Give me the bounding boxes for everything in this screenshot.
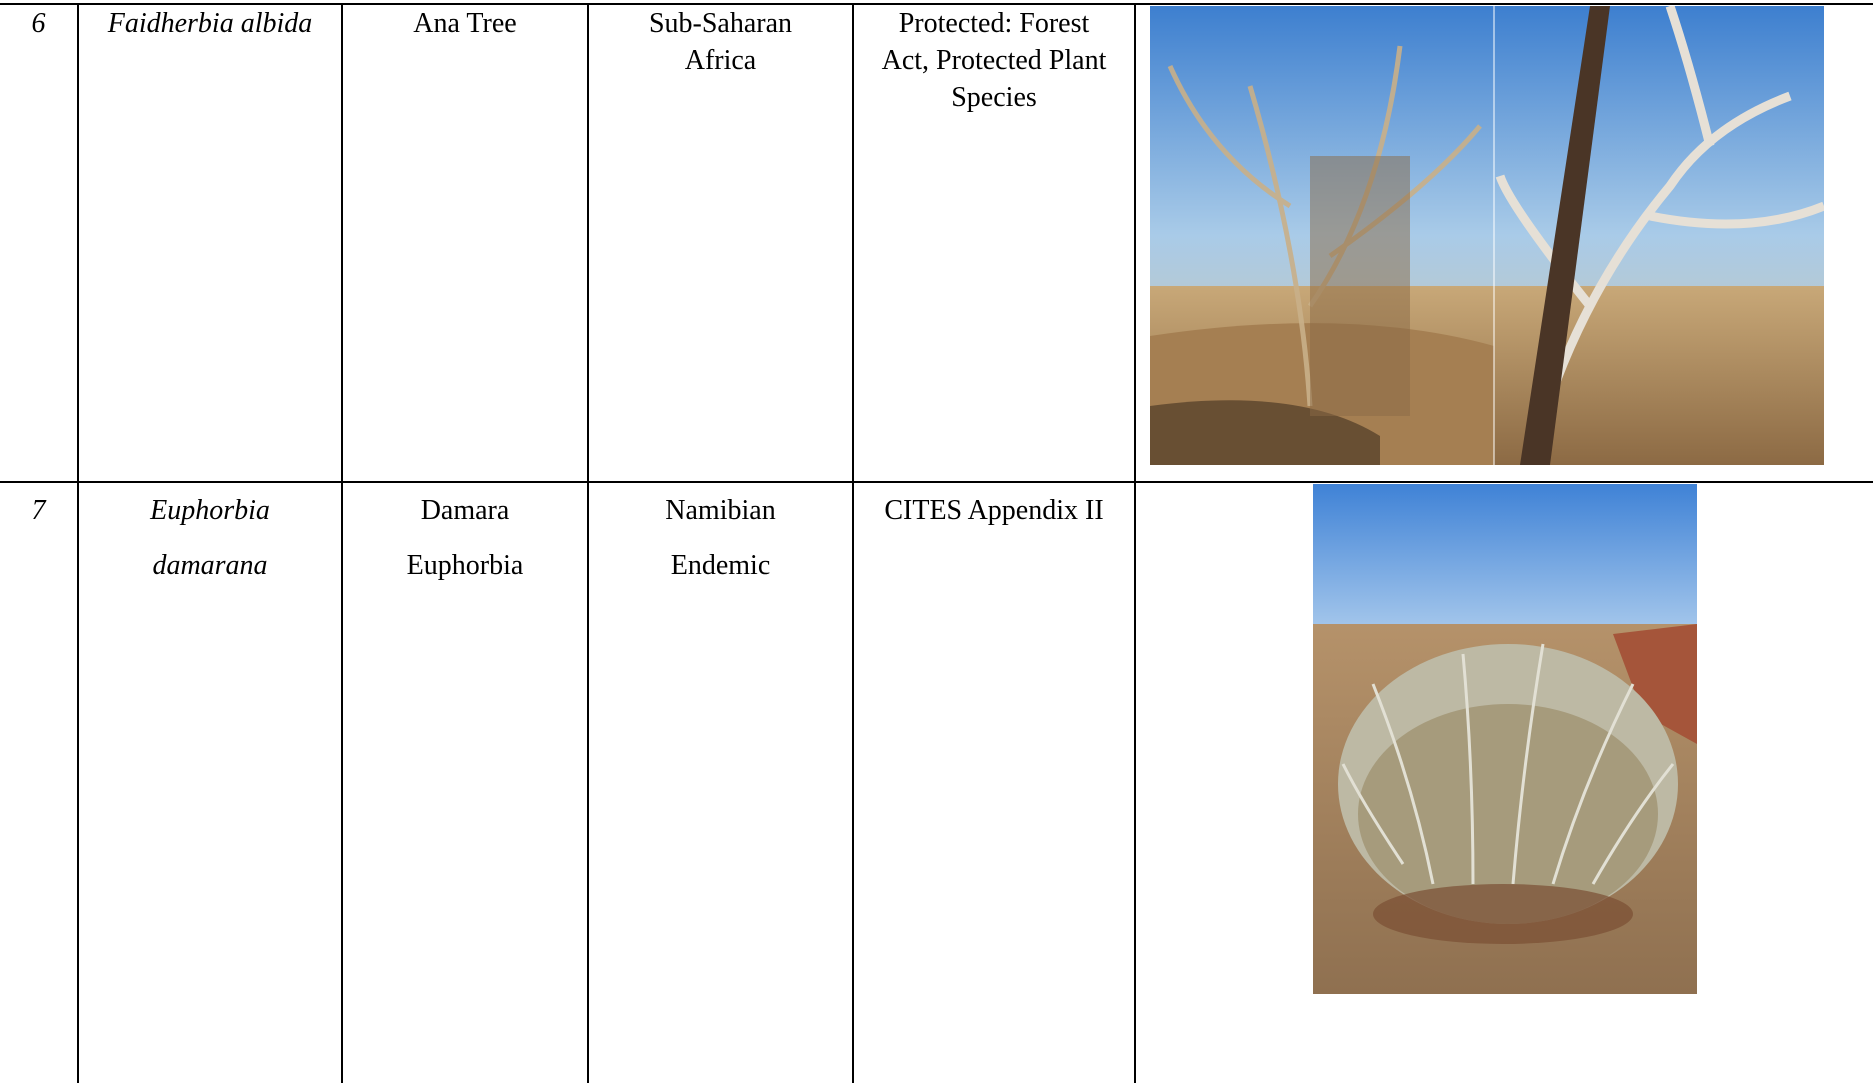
row-number: 6 [31, 8, 46, 39]
cell: CITES Appendix II [852, 481, 1136, 1083]
status: Protected: Forest Act, Protected Plant S… [881, 8, 1107, 113]
table-row: 6 Faidherbia albida Ana Tree Sub-Saharan… [0, 3, 1873, 483]
shrub-photo [1313, 484, 1697, 994]
page: {"table": {"rows": [ ["6", "Faidherbia a… [0, 3, 1873, 1083]
row-number: 7 [31, 495, 46, 526]
cell [1134, 481, 1873, 1083]
cell: Namibian Endemic [587, 481, 854, 1083]
cell: Protected: Forest Act, Protected Plant S… [852, 3, 1136, 483]
cell: Damara Euphorbia [341, 481, 589, 1083]
scientific-name: Faidherbia albida [107, 8, 313, 39]
common-name: Ana Tree [413, 8, 517, 39]
cell [1134, 3, 1873, 483]
status: CITES Appendix II [884, 495, 1104, 526]
tree-photo [1150, 6, 1824, 465]
cell: 7 [0, 481, 79, 1083]
cell: Sub-Saharan Africa [587, 3, 854, 483]
distribution: Sub-Saharan Africa [648, 8, 793, 76]
distribution: Namibian Endemic [665, 495, 776, 581]
species-table: 6 Faidherbia albida Ana Tree Sub-Saharan… [0, 3, 1873, 1083]
common-name: Damara Euphorbia [406, 495, 524, 581]
table-row: 7 Euphorbia damarana Damara Euphorbia Na… [0, 481, 1873, 1083]
scientific-name: Euphorbia damarana [150, 495, 270, 581]
cell: Euphorbia damarana [77, 481, 343, 1083]
cell: Ana Tree [341, 3, 589, 483]
cell: Faidherbia albida [77, 3, 343, 483]
cell: 6 [0, 3, 79, 483]
